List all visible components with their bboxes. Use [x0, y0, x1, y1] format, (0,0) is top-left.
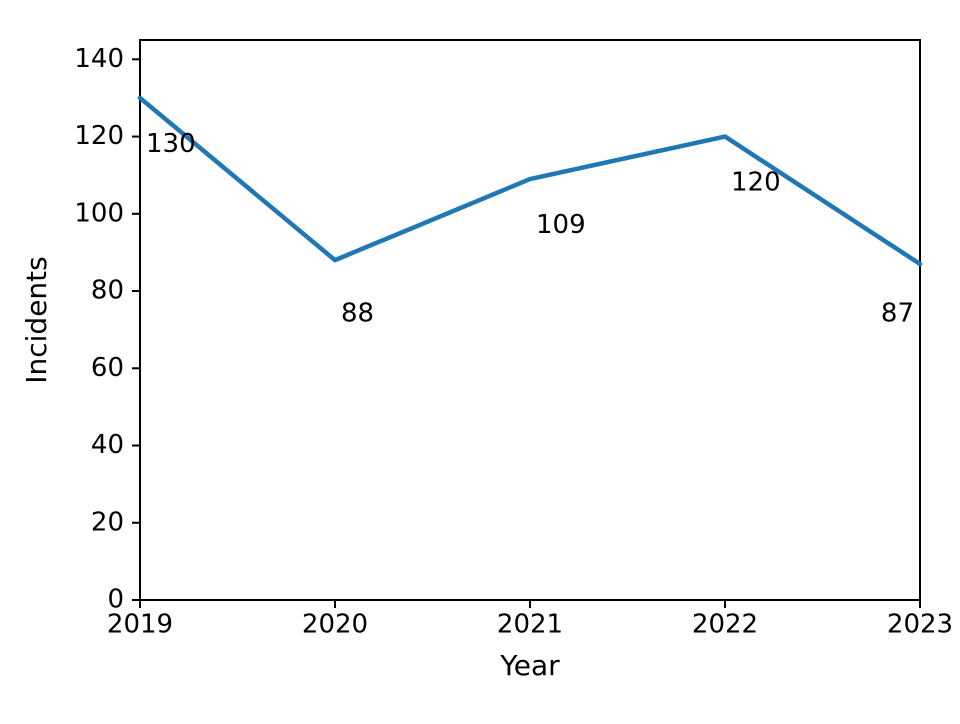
y-tick-label: 20 — [91, 507, 124, 537]
data-point-label: 130 — [146, 129, 196, 159]
y-tick-label: 120 — [74, 121, 124, 151]
y-tick-label: 140 — [74, 44, 124, 74]
x-axis-label: Year — [499, 649, 560, 682]
y-tick-label: 80 — [91, 276, 124, 306]
x-tick-label: 2022 — [692, 609, 758, 639]
x-tick-label: 2020 — [302, 609, 368, 639]
x-tick-label: 2023 — [887, 609, 953, 639]
y-axis-label: Incidents — [20, 256, 53, 384]
x-tick-label: 2021 — [497, 609, 563, 639]
y-tick-label: 100 — [74, 198, 124, 228]
data-point-label: 120 — [731, 167, 781, 197]
data-point-label: 87 — [881, 299, 914, 329]
line-chart: 02040608010012014020192020202120222023Ye… — [0, 0, 960, 724]
chart-svg: 02040608010012014020192020202120222023Ye… — [0, 0, 960, 724]
y-tick-label: 40 — [91, 430, 124, 460]
data-point-label: 109 — [536, 210, 586, 240]
y-tick-label: 60 — [91, 353, 124, 383]
x-tick-label: 2019 — [107, 609, 173, 639]
data-point-label: 88 — [341, 299, 374, 329]
